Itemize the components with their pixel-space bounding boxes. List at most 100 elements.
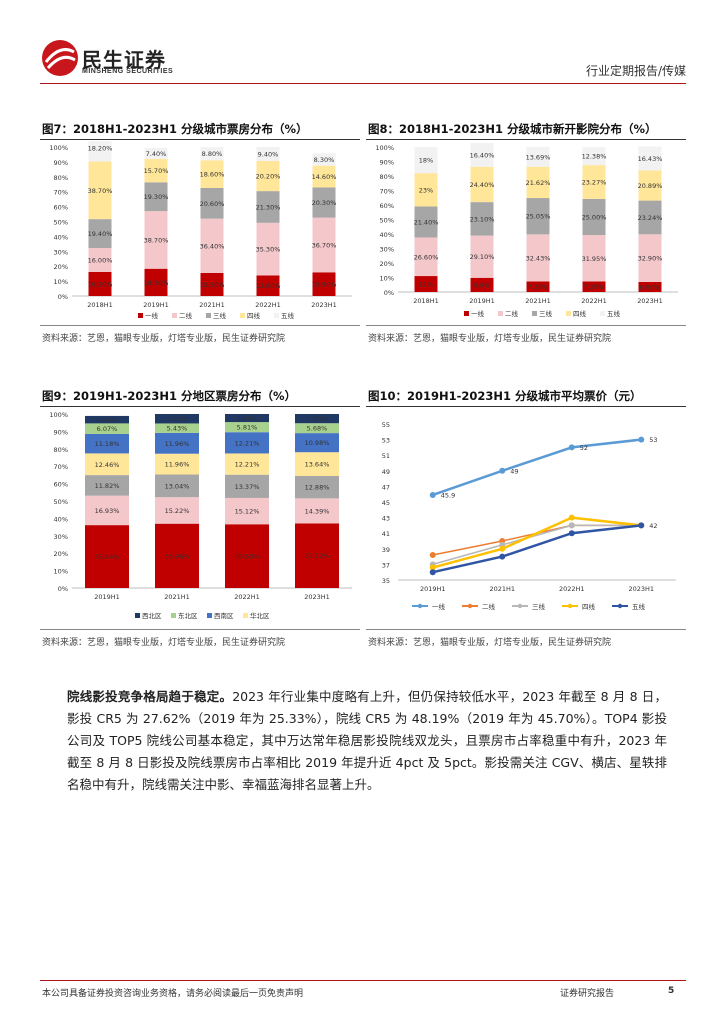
fig10-legend-marker: [517, 603, 523, 609]
fig9-data-label: 14.39%: [305, 507, 330, 515]
fig7-data-label: 15.50%: [200, 281, 225, 289]
fig7-legend-swatch: [206, 313, 211, 318]
fig9-data-label: 5.81%: [237, 424, 258, 432]
fig7-data-label: 20.30%: [312, 199, 337, 207]
fig7-data-label: 16.20%: [88, 280, 113, 288]
fig7-source: 资料来源：艺恩，猫眼专业版，灯塔专业版，民生证券研究院: [42, 334, 286, 344]
fig7-data-label: 20.60%: [200, 200, 225, 208]
fig9-legend-swatch: [135, 613, 140, 618]
fig8-data-label: 7.29%: [584, 283, 605, 291]
fig10-point-4-1: [499, 553, 506, 560]
fig8-bar-4-4: [638, 146, 662, 171]
fig8-legend-label: 一线: [471, 309, 485, 318]
fig7-legend-swatch: [138, 313, 143, 318]
fig10-xtick: 2019H1: [420, 585, 446, 593]
fig9-data-label: 10.98%: [305, 439, 330, 447]
fig9-legend-swatch: [243, 613, 248, 618]
fig8-bar-3-3: [582, 165, 606, 199]
fig10-series-2: [432, 524, 642, 566]
fig10-svg: 35 37 39 41 43 45 47 49 51 53 55 2019H1 2021H1 2022H1…: [382, 421, 676, 611]
footer-label: 证券研究报告: [560, 989, 615, 999]
fig9-data-label: 4.29%: [97, 416, 118, 424]
fig10-legend-label: 二线: [482, 602, 496, 611]
fig10-point-4-2: [568, 530, 575, 537]
fig10-legend-marker: [467, 603, 473, 609]
fig10-series-0: [432, 438, 642, 497]
fig9-data-label: 5.30%: [307, 415, 328, 423]
fig10-point-0-3: [638, 436, 645, 443]
fig7-legend-label: 五线: [281, 311, 295, 320]
fig8-bar-1-3: [582, 235, 606, 282]
fig8-data-label: 29.10%: [470, 253, 495, 261]
fig9-ytick: 10%: [54, 568, 68, 576]
fig7-ytick: 50%: [54, 219, 68, 227]
fig8-data-label: 12.38%: [582, 153, 607, 161]
fig8-data-label: 21.62%: [526, 179, 551, 187]
fig9-data-label: 5.43%: [167, 415, 188, 423]
fig10-ytick: 43: [382, 515, 390, 523]
fig10-point-4-3: [638, 522, 645, 529]
fig8-legend-swatch: [464, 311, 469, 316]
fig9-data-label: 15.12%: [235, 508, 260, 516]
fig7-bar-4-4: [312, 153, 336, 166]
fig7-legend-swatch: [240, 313, 245, 318]
fig8-source: 资料来源：艺恩，猫眼专业版，灯塔专业版，民生证券研究院: [368, 334, 612, 344]
fig10-point-3-0: [429, 564, 436, 571]
fig7-data-label: 20.20%: [256, 173, 281, 181]
fig8-source-rule: [366, 325, 686, 326]
fig7-ytick: 90%: [54, 159, 68, 167]
fig9-bar-3-3: [295, 452, 339, 476]
fig7-bar-1-3: [256, 222, 280, 276]
fig9-bar-6-3: [295, 414, 339, 424]
fig7-data-label: 38.70%: [88, 187, 113, 195]
fig7-data-label: 15.70%: [144, 167, 169, 175]
fig10-source: 资料来源：艺恩，猫眼专业版，灯塔专业版，民生证券研究院: [368, 638, 612, 648]
fig7-legend-label: 四线: [247, 311, 261, 320]
fig9-data-label: 13.64%: [305, 461, 330, 469]
fig7-legend-label: 二线: [179, 311, 193, 320]
fig7-ytick: 60%: [54, 204, 68, 212]
fig7-bar-4-2: [200, 147, 224, 161]
fig9-data-label: 11.96%: [165, 440, 190, 448]
fig7-xtick: 2023H1: [311, 301, 337, 309]
fig8-ytick: 100%: [375, 144, 394, 152]
fig10-ytick: 53: [382, 437, 390, 445]
fig9-data-label: 11.96%: [165, 461, 190, 469]
fig8-xtick: 2023H1: [637, 297, 663, 305]
fig10-data-label: 42: [649, 522, 657, 530]
fig9-title-rule: [40, 406, 360, 407]
fig8-bar-4-0: [414, 147, 438, 174]
fig7-data-label: 8.80%: [202, 150, 223, 158]
fig9-bar-0-0: [85, 525, 129, 588]
fig7-data-label: 35.30%: [256, 246, 281, 254]
fig8-ytick: 90%: [380, 159, 394, 167]
fig8-bar-3-1: [470, 166, 494, 203]
fig7-bar-0-2: [200, 272, 224, 296]
fig7-bar-2-3: [256, 191, 280, 223]
fig7-data-label: 19.40%: [88, 230, 113, 238]
fig9-ytick: 20%: [54, 550, 68, 558]
fig8-bar-2-2: [526, 198, 550, 235]
fig10-xtick: 2021H1: [489, 585, 515, 593]
fig7-title: 图7：2018H1-2023H1 分级城市票房分布（%）: [42, 122, 308, 136]
fig8-ytick: 50%: [380, 217, 394, 225]
fig7-svg: 0% 10% 20% 30% 40% 50% 60% 70% 80% 90% 100% 16.20% 1…: [49, 141, 352, 320]
fig8-data-label: 23.27%: [582, 178, 607, 186]
fig7-title-rule: [40, 139, 360, 140]
fig8-bar-2-4: [638, 200, 662, 235]
fig7-bar-2-2: [200, 187, 224, 219]
fig7-bar-0-1: [144, 268, 168, 296]
fig10-legend-marker: [567, 603, 573, 609]
fig8-bar-1-1: [470, 235, 494, 278]
fig8-bar-3-2: [526, 166, 550, 199]
fig8-legend-swatch: [600, 311, 605, 316]
brand-name-cn: 民生证券: [82, 48, 166, 72]
body-lead: 院线影投竞争格局趋于稳定。: [67, 689, 233, 704]
fig8-xtick: 2019H1: [469, 297, 495, 305]
fig9-bar-0-3: [295, 523, 339, 588]
fig9-bar-4-2: [225, 432, 269, 454]
fig7-bar-4-0: [88, 141, 112, 162]
fig7-bar-4-1: [144, 147, 168, 159]
fig9-data-label: 11.18%: [95, 440, 120, 448]
fig8-chart: 0% 10% 20% 30% 40% 50% 60% 70% 80% 90% 100% 11% 26.6…: [366, 141, 686, 321]
